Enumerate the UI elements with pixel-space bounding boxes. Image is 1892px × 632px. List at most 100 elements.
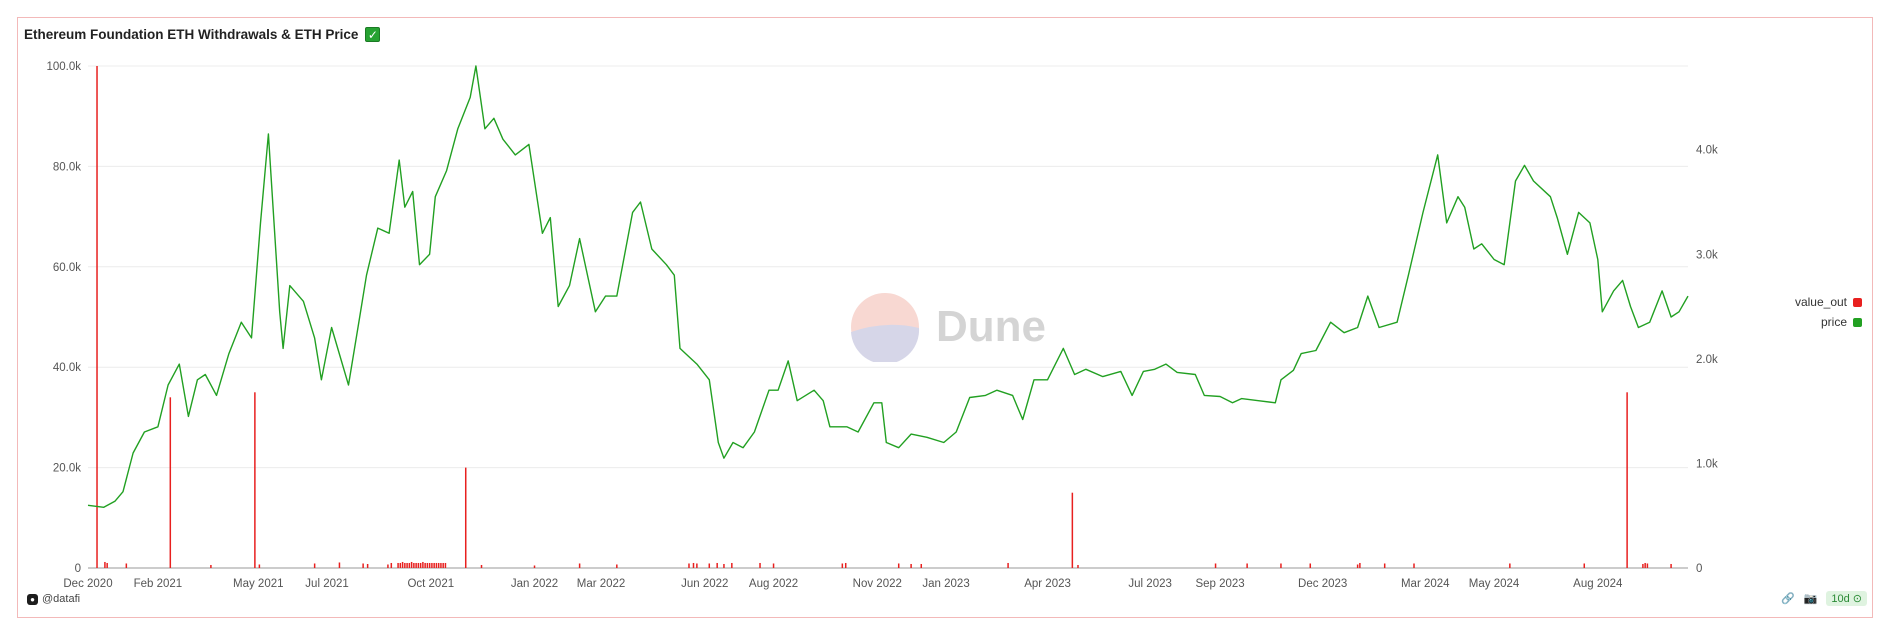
value-out-bar bbox=[1642, 563, 1644, 568]
chart-header: Ethereum Foundation ETH Withdrawals & ET… bbox=[24, 24, 381, 44]
value-out-bar bbox=[1670, 563, 1672, 568]
value-out-bar bbox=[1413, 563, 1415, 568]
x-tick-label: Dec 2023 bbox=[1298, 578, 1347, 590]
x-tick-label: Oct 2021 bbox=[407, 578, 454, 590]
price-line bbox=[87, 65, 1689, 508]
value-out-bar bbox=[1007, 562, 1009, 568]
value-out-bar bbox=[426, 562, 429, 568]
value-out-bar bbox=[1214, 563, 1217, 568]
y-left-tick-label: 20.0k bbox=[53, 463, 81, 475]
value-out-bar bbox=[431, 562, 433, 568]
value-out-bar bbox=[696, 563, 698, 568]
value-out-bar bbox=[106, 562, 108, 568]
value-out-bar bbox=[692, 562, 695, 568]
value-out-bar bbox=[387, 564, 389, 568]
dune-watermark: Dune bbox=[850, 292, 1046, 362]
value-out-bar bbox=[897, 563, 900, 568]
value-out-bar bbox=[406, 562, 408, 568]
y-right-tick-label: 0 bbox=[1696, 563, 1702, 575]
x-tick-label: Feb 2021 bbox=[134, 578, 183, 590]
value-out-bar bbox=[413, 562, 415, 568]
value-out-bar bbox=[444, 562, 447, 568]
y-left-tick-label: 100.0k bbox=[46, 61, 81, 73]
value-out-bar bbox=[731, 562, 733, 568]
value-out-bar bbox=[910, 563, 912, 568]
y-right-tick-label: 3.0k bbox=[1696, 249, 1718, 261]
camera-icon[interactable]: 📷 bbox=[1803, 593, 1818, 605]
x-tick-label: Mar 2022 bbox=[577, 578, 626, 590]
value-out-bar bbox=[366, 563, 369, 568]
value-out-bar bbox=[1309, 563, 1312, 568]
y-right-tick-label: 1.0k bbox=[1696, 458, 1718, 470]
value-out-bar bbox=[433, 562, 435, 568]
gridlines bbox=[88, 65, 1688, 569]
value-out-bar bbox=[258, 564, 261, 568]
value-out-bar bbox=[1071, 492, 1074, 568]
value-out-bar bbox=[362, 563, 364, 568]
value-out-bar bbox=[254, 392, 256, 568]
author-name: @datafi bbox=[42, 593, 81, 605]
x-tick-label: Jul 2023 bbox=[1128, 578, 1171, 590]
value-out-bar bbox=[1359, 562, 1361, 568]
value-out-bar bbox=[417, 562, 420, 568]
watermark-text: Dune bbox=[936, 302, 1046, 351]
value-out-bar bbox=[169, 397, 172, 568]
value-out-bar bbox=[759, 562, 761, 568]
x-tick-label: Jul 2021 bbox=[305, 578, 348, 590]
dune-logo-icon bbox=[851, 293, 920, 362]
value-out-bar bbox=[442, 562, 444, 568]
y-left-tick-label: 80.0k bbox=[53, 161, 81, 173]
legend-label: value_out bbox=[1794, 295, 1847, 309]
value-out-bars bbox=[96, 66, 1672, 568]
x-tick-label: Nov 2022 bbox=[853, 578, 902, 590]
value-out-bar bbox=[401, 561, 404, 568]
value-out-bar bbox=[404, 562, 406, 568]
value-out-bar bbox=[435, 562, 438, 568]
value-out-bar bbox=[313, 563, 316, 568]
chart-title: Ethereum Foundation ETH Withdrawals & ET… bbox=[24, 26, 359, 42]
author-link[interactable]: ● @datafi bbox=[27, 593, 80, 605]
value-out-bar bbox=[1246, 563, 1248, 568]
value-out-bar bbox=[578, 563, 581, 568]
value-out-bar bbox=[399, 562, 402, 568]
legend-label: price bbox=[1820, 315, 1847, 329]
value-out-bar bbox=[419, 562, 422, 568]
value-out-bar bbox=[338, 562, 341, 568]
value-out-bar bbox=[1383, 563, 1386, 568]
x-axis: Dec 2020 Feb 2021 May 2021 Jul 2021 Oct 2021… bbox=[63, 578, 1623, 590]
value-out-bar bbox=[688, 563, 690, 568]
value-out-bar bbox=[104, 561, 106, 568]
x-tick-label: Mar 2024 bbox=[1401, 578, 1450, 590]
value-out-bar bbox=[533, 565, 536, 568]
value-out-bar bbox=[1509, 563, 1511, 568]
y-right-axis: 0 1.0k 2.0k 3.0k 4.0k bbox=[1696, 145, 1718, 575]
price-line-group bbox=[87, 65, 1689, 508]
refresh-badge[interactable]: 10d ⊙ bbox=[1826, 591, 1867, 606]
value-out-bar bbox=[422, 561, 424, 568]
legend-item-price[interactable]: price bbox=[1821, 315, 1862, 329]
x-tick-label: Jan 2022 bbox=[511, 578, 558, 590]
value-out-bar bbox=[616, 564, 618, 568]
checkmark-icon: ✓ bbox=[365, 26, 381, 42]
value-out-bar bbox=[1077, 564, 1079, 568]
value-out-bar bbox=[437, 562, 440, 568]
y-left-axis: 0 20.0k 40.0k 60.0k 80.0k 100.0k bbox=[46, 61, 81, 575]
y-left-tick-label: 60.0k bbox=[53, 262, 81, 274]
x-tick-label: Jan 2023 bbox=[922, 578, 969, 590]
legend-item-value-out[interactable]: value_out bbox=[1795, 295, 1862, 309]
value-out-bar bbox=[210, 564, 212, 568]
x-tick-label: Aug 2024 bbox=[1573, 578, 1623, 590]
x-tick-label: May 2021 bbox=[233, 578, 284, 590]
value-out-bar bbox=[480, 564, 483, 568]
legend-swatch bbox=[1853, 317, 1862, 327]
value-out-bar bbox=[841, 563, 844, 568]
author-avatar-icon: ● bbox=[27, 593, 38, 605]
x-tick-label: Jun 2022 bbox=[681, 578, 728, 590]
value-out-bar bbox=[390, 562, 393, 568]
value-out-bar bbox=[723, 563, 725, 568]
link-icon[interactable]: 🔗 bbox=[1780, 593, 1795, 605]
value-out-bar bbox=[440, 562, 442, 568]
value-out-bar bbox=[844, 562, 847, 568]
value-out-bar bbox=[410, 561, 413, 568]
